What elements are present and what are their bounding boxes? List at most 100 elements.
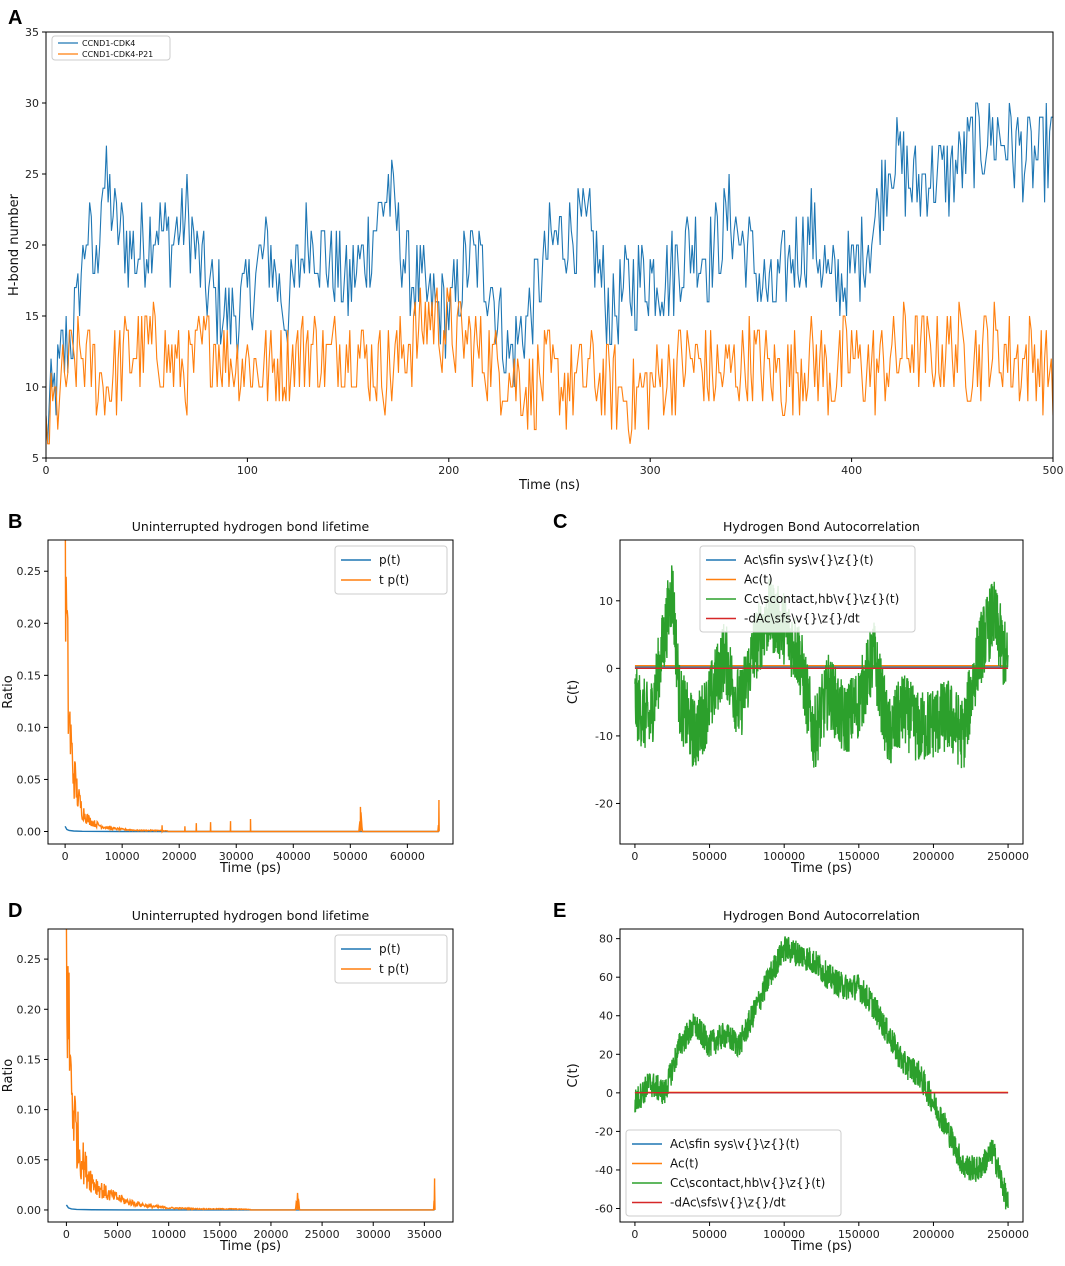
series-group bbox=[46, 102, 1053, 445]
y-tick-label: 0.25 bbox=[17, 953, 42, 966]
y-tick-label: 0.10 bbox=[17, 721, 42, 734]
legend-frame bbox=[334, 934, 448, 984]
x-tick-label: 0 bbox=[43, 464, 50, 477]
panel-letter: A bbox=[8, 7, 22, 29]
plot-frame bbox=[45, 31, 1054, 459]
y-tick-label: 10 bbox=[25, 381, 39, 394]
legend-entry: p(t) bbox=[379, 553, 401, 567]
x-tick-label: 50000 bbox=[333, 850, 368, 863]
series-line-1 bbox=[46, 287, 1053, 445]
legend-entry: CCND1-CDK4-P21 bbox=[82, 50, 153, 59]
legend: Ac\sfin sys\v{}\z{}(t) Ac(t) Cc\scontact,h… bbox=[625, 1129, 842, 1217]
x-tick-label: 250000 bbox=[987, 1228, 1029, 1241]
y-axis-label: C(t) bbox=[566, 680, 581, 704]
plot-frame bbox=[47, 928, 454, 1223]
legend-entry: -dAc\sfs\v{}\z{}/dt bbox=[744, 612, 860, 626]
y-tick-label: -10 bbox=[595, 730, 613, 743]
chart-panel-d: D Uninterrupted hydrogen bond lifetime 0 50… bbox=[1, 900, 454, 1254]
y-tick-label: 0 bbox=[606, 662, 613, 675]
x-tick-label: 15000 bbox=[202, 1228, 237, 1241]
series-group bbox=[65, 929, 436, 1211]
y-tick-label: -40 bbox=[595, 1164, 613, 1177]
chart-title: Hydrogen Bond Autocorrelation bbox=[723, 519, 920, 534]
y-tick-label: 0.15 bbox=[17, 1053, 42, 1066]
chart-title: Uninterrupted hydrogen bond lifetime bbox=[132, 908, 370, 923]
x-tick-label: 40000 bbox=[276, 850, 311, 863]
series-line-2 bbox=[634, 936, 1009, 1210]
x-tick-label: 50000 bbox=[692, 850, 727, 863]
x-tick-label: 150000 bbox=[838, 1228, 880, 1241]
legend-entry: Cc\scontact,hb\v{}\z{}(t) bbox=[744, 592, 899, 606]
chart-panel-a: A 0 100 200 300 400 500 5 10 15 20 25 30 35 Time (ns) H… bbox=[7, 7, 1064, 493]
x-tick-label: 30000 bbox=[219, 850, 254, 863]
series-line-2 bbox=[634, 565, 1009, 769]
legend: Ac\sfin sys\v{}\z{}(t) Ac(t) Cc\scontact,h… bbox=[699, 545, 916, 633]
series-group bbox=[634, 936, 1009, 1210]
x-tick-label: 200000 bbox=[912, 850, 954, 863]
series-line-1 bbox=[64, 540, 440, 834]
x-tick-label: 200000 bbox=[912, 1228, 954, 1241]
x-tick-label: 100 bbox=[237, 464, 258, 477]
x-tick-label: 20000 bbox=[162, 850, 197, 863]
x-tick-label: 50000 bbox=[692, 1228, 727, 1241]
x-axis-label: Time (ps) bbox=[219, 1239, 281, 1254]
plot-frame bbox=[47, 539, 454, 845]
legend-entry: t p(t) bbox=[379, 573, 409, 587]
y-tick-label: 0.00 bbox=[17, 1204, 42, 1217]
x-tick-label: 35000 bbox=[407, 1228, 442, 1241]
panel-letter: C bbox=[553, 511, 567, 533]
y-tick-label: -60 bbox=[595, 1203, 613, 1216]
x-tick-label: 0 bbox=[631, 1228, 638, 1241]
x-tick-label: 5000 bbox=[104, 1228, 132, 1241]
x-tick-label: 10000 bbox=[151, 1228, 186, 1241]
x-tick-label: 100000 bbox=[763, 1228, 805, 1241]
y-axis-label: H-bond number bbox=[7, 193, 22, 296]
x-tick-label: 200 bbox=[438, 464, 459, 477]
y-tick-label: 0.05 bbox=[17, 1154, 42, 1167]
series-group bbox=[64, 540, 440, 834]
y-tick-label: 80 bbox=[599, 933, 613, 946]
y-tick-label: 0.20 bbox=[17, 1003, 42, 1016]
legend-entry: Ac(t) bbox=[744, 573, 773, 587]
y-tick-label: 5 bbox=[32, 452, 39, 465]
series-line-1 bbox=[65, 929, 436, 1211]
legend-frame bbox=[51, 35, 171, 61]
x-tick-label: 60000 bbox=[390, 850, 425, 863]
y-tick-label: 35 bbox=[25, 26, 39, 39]
y-tick-label: -20 bbox=[595, 1125, 613, 1138]
y-tick-label: 40 bbox=[599, 1010, 613, 1023]
series-line-0 bbox=[65, 1204, 435, 1211]
legend-entry: -dAc\sfs\v{}\z{}/dt bbox=[670, 1196, 786, 1210]
legend-entry: Cc\scontact,hb\v{}\z{}(t) bbox=[670, 1176, 825, 1190]
y-tick-label: 0 bbox=[606, 1087, 613, 1100]
legend: CCND1-CDK4 CCND1-CDK4-P21 bbox=[51, 35, 171, 61]
chart-title: Hydrogen Bond Autocorrelation bbox=[723, 908, 920, 923]
chart-panel-c: C Hydrogen Bond Autocorrelation 0 50000 1000… bbox=[553, 511, 1029, 876]
y-tick-label: 25 bbox=[25, 168, 39, 181]
y-tick-label: 20 bbox=[599, 1048, 613, 1061]
legend-frame bbox=[625, 1129, 842, 1217]
legend-entry: t p(t) bbox=[379, 962, 409, 976]
x-tick-label: 0 bbox=[631, 850, 638, 863]
y-tick-label: 10 bbox=[599, 595, 613, 608]
panel-letter: B bbox=[8, 511, 22, 533]
legend-entry: Ac\sfin sys\v{}\z{}(t) bbox=[670, 1137, 800, 1151]
plot-frame bbox=[619, 539, 1024, 845]
legend: p(t) t p(t) bbox=[334, 934, 448, 984]
y-axis-label: C(t) bbox=[566, 1063, 581, 1087]
panel-letter: E bbox=[553, 900, 566, 922]
y-tick-label: 0.25 bbox=[17, 565, 42, 578]
x-tick-label: 20000 bbox=[253, 1228, 288, 1241]
chart-panel-e: E Hydrogen Bond Autocorrelation 0 50000 1000… bbox=[553, 900, 1029, 1254]
chart-title: Uninterrupted hydrogen bond lifetime bbox=[132, 519, 370, 534]
y-tick-label: 0.05 bbox=[17, 773, 42, 786]
chart-panel-b: B Uninterrupted hydrogen bond lifetime 0 10… bbox=[1, 511, 454, 876]
y-tick-label: 0.00 bbox=[17, 826, 42, 839]
plot-frame bbox=[619, 928, 1024, 1223]
legend-entry: Ac(t) bbox=[670, 1157, 699, 1171]
y-tick-label: -20 bbox=[595, 797, 613, 810]
x-tick-label: 10000 bbox=[105, 850, 140, 863]
legend-entry: Ac\sfin sys\v{}\z{}(t) bbox=[744, 553, 874, 567]
legend-frame bbox=[334, 545, 448, 595]
